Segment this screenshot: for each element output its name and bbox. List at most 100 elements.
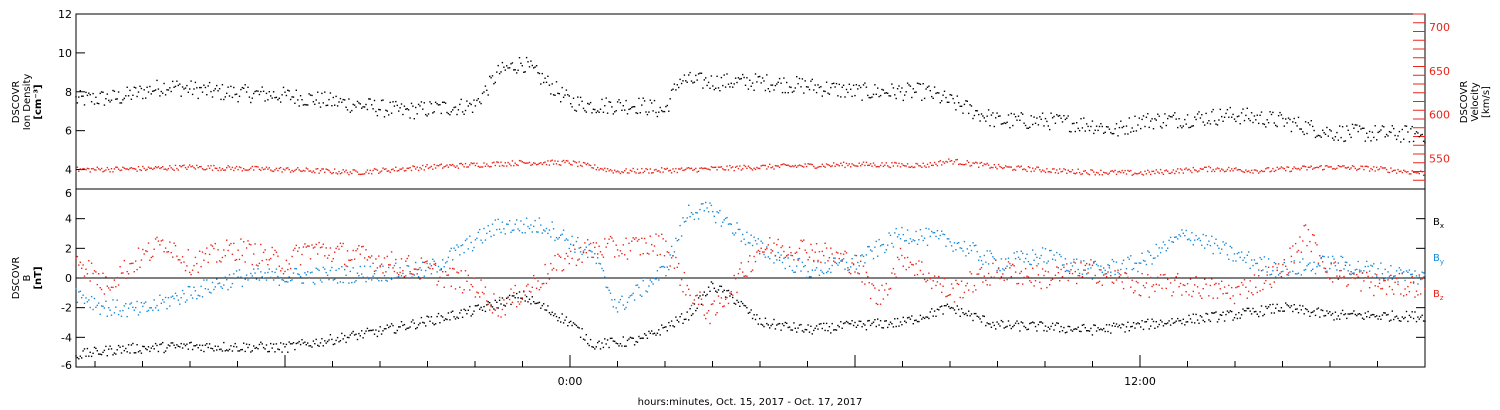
bx-component-point xyxy=(609,337,612,340)
velocity-point xyxy=(154,166,157,168)
ion-density-point xyxy=(160,90,162,93)
by-component-point xyxy=(1191,232,1193,234)
ion-density-point xyxy=(895,97,897,100)
bz-component-point xyxy=(1229,297,1231,300)
bz-component-point xyxy=(146,250,148,253)
bz-component-point xyxy=(237,249,239,251)
ion-density-point xyxy=(683,74,686,76)
bz-component-point xyxy=(423,261,425,264)
bx-component-point xyxy=(605,343,607,345)
ion-density-point xyxy=(548,84,551,86)
bx-component-point xyxy=(278,348,280,351)
bx-component-point xyxy=(1361,317,1364,319)
bz-component-point xyxy=(78,264,80,266)
ion-density-point xyxy=(968,112,970,115)
bx-component-point xyxy=(241,348,243,351)
bx-component-point xyxy=(1205,312,1207,315)
by-component-point xyxy=(956,242,958,245)
bz-component-point xyxy=(1017,282,1020,285)
ion-density-point xyxy=(79,90,81,92)
velocity-point xyxy=(294,169,296,172)
bx-component-point xyxy=(506,297,508,299)
by-component-point xyxy=(680,235,683,237)
bz-component-point xyxy=(393,270,396,273)
ion-density-point xyxy=(1361,127,1364,129)
bz-component-point xyxy=(193,264,195,267)
velocity-point xyxy=(750,168,752,170)
ion-density-point xyxy=(891,83,893,85)
by-component-point xyxy=(1137,270,1139,273)
bx-component-point xyxy=(1164,322,1166,325)
by-component-point xyxy=(1282,270,1284,273)
bz-component-point xyxy=(535,287,538,289)
by-component-point xyxy=(699,208,701,211)
bx-component-point xyxy=(831,322,833,325)
bx-component-point xyxy=(297,342,299,344)
bx-component-point xyxy=(89,351,91,353)
velocity-point xyxy=(675,167,677,170)
bx-component-point xyxy=(1299,304,1301,307)
velocity-point xyxy=(1233,167,1236,170)
velocity-point xyxy=(614,169,616,171)
by-component-point xyxy=(1043,261,1045,263)
by-component-point xyxy=(1410,273,1412,276)
velocity-point xyxy=(528,161,531,164)
ion-density-point xyxy=(274,96,276,99)
bz-component-point xyxy=(1110,275,1112,277)
velocity-point xyxy=(989,167,991,169)
ion-density-point xyxy=(490,77,492,79)
by-component-point xyxy=(916,243,919,245)
ion-density-point xyxy=(156,79,158,82)
bx-component-point xyxy=(611,337,613,339)
bz-component-point xyxy=(911,263,913,266)
bx-component-point xyxy=(1167,322,1169,324)
velocity-point xyxy=(635,172,637,174)
bz-component-point xyxy=(807,259,809,261)
bx-component-point xyxy=(1253,311,1256,313)
bz-component-point xyxy=(652,250,654,252)
by-component-point xyxy=(1367,265,1369,268)
velocity-point xyxy=(470,162,472,164)
bx-component-point xyxy=(447,312,450,314)
bz-component-point xyxy=(1417,294,1419,296)
velocity-point xyxy=(1282,167,1284,169)
ion-density-point xyxy=(356,100,359,103)
ion-density-point xyxy=(481,92,484,95)
ion-density-point xyxy=(1350,136,1352,139)
velocity-point xyxy=(1283,168,1285,170)
bz-component-point xyxy=(493,293,495,295)
by-component-point xyxy=(368,278,370,280)
bx-component-point xyxy=(517,297,519,299)
bx-component-point xyxy=(763,325,765,328)
by-component-point xyxy=(294,267,296,270)
ion-density-point xyxy=(1164,113,1166,115)
by-component-point xyxy=(811,269,813,271)
by-component-point xyxy=(723,219,725,221)
velocity-point xyxy=(645,168,647,170)
bz-component-point xyxy=(656,254,659,256)
by-component-point xyxy=(1322,255,1324,257)
by-component-point xyxy=(1047,260,1049,262)
bz-component-point xyxy=(1169,282,1172,284)
bz-component-point xyxy=(615,244,617,246)
ion-density-point xyxy=(663,110,666,113)
bx-component-point xyxy=(925,316,927,318)
ion-density-point xyxy=(926,86,929,88)
bz-component-point xyxy=(409,271,411,273)
ion-density-point xyxy=(901,87,903,89)
ion-density-point xyxy=(1070,131,1072,133)
velocity-point xyxy=(1263,170,1266,173)
by-component-point xyxy=(747,242,750,244)
bx-component-point xyxy=(1172,322,1175,324)
velocity-point xyxy=(1188,168,1190,170)
bz-component-point xyxy=(909,261,912,263)
by-component-point xyxy=(238,269,241,271)
bx-component-point xyxy=(571,324,573,327)
ion-density-point xyxy=(804,80,806,82)
velocity-point xyxy=(1039,169,1041,171)
bz-component-point xyxy=(1135,280,1138,283)
bz-component-point xyxy=(1293,262,1295,264)
ion-density-point xyxy=(237,101,239,103)
bz-component-point xyxy=(1226,292,1229,294)
velocity-point xyxy=(525,162,528,164)
